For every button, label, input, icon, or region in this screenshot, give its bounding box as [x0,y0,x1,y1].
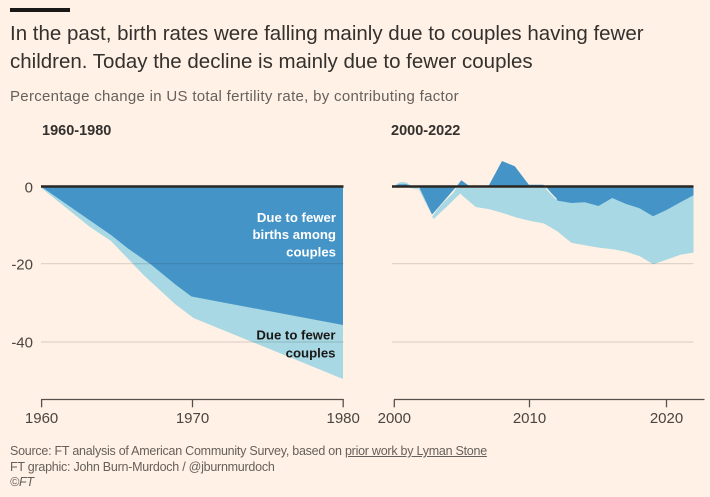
svg-text:2000: 2000 [378,410,411,427]
svg-text:1960: 1960 [25,410,58,427]
svg-text:2020: 2020 [650,410,683,427]
svg-text:couples: couples [286,345,336,360]
svg-text:2010: 2010 [513,410,546,427]
svg-text:Due to fewer: Due to fewer [257,210,336,225]
svg-text:1960-1980: 1960-1980 [42,123,111,139]
svg-text:couples: couples [286,244,336,259]
svg-text:Due to fewer: Due to fewer [256,328,335,343]
svg-text:0: 0 [25,180,33,197]
svg-text:-40: -40 [11,335,33,352]
svg-text:1980: 1980 [327,410,360,427]
svg-text:2000-2022: 2000-2022 [391,123,460,139]
svg-text:1970: 1970 [176,410,209,427]
svg-text:-20: -20 [11,257,33,274]
svg-text:births among: births among [252,227,336,242]
